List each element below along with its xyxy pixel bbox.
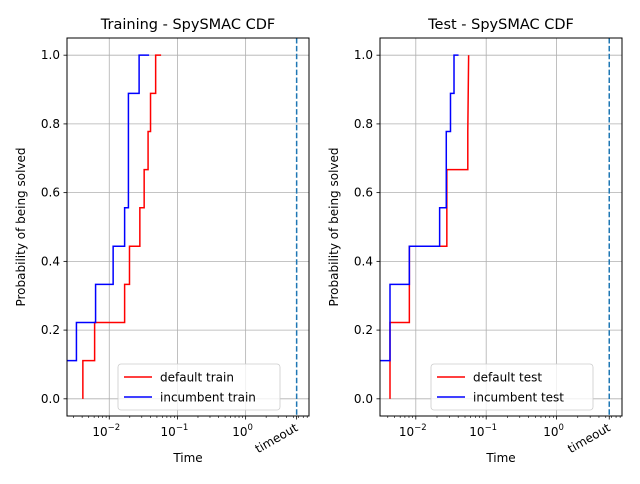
subplot-training: 10−2 10−1 100 timeout0.00.20.40.60.81.0Trai… (14, 17, 310, 465)
legend: default test incumbent test (430, 363, 594, 411)
legend-label: incumbent test (473, 391, 564, 405)
legend-frame (117, 363, 281, 411)
x-tick-label-exponent: −2 (414, 423, 427, 433)
x-tick-label-exponent: 0 (559, 423, 564, 433)
x-tick-label: 10−2 (399, 423, 427, 439)
plot-frame (66, 37, 310, 417)
legend: default train incumbent train (117, 363, 281, 411)
x-tick-label-exponent: 0 (248, 423, 253, 433)
y-tick-label: 0.8 (354, 117, 373, 131)
x-tick-label: 10−1 (161, 423, 189, 439)
x-tick-label-exponent: −2 (108, 423, 121, 433)
timeout-tick-label: timeout (565, 420, 613, 456)
chart-title: Training - SpySMAC CDF (100, 17, 275, 33)
legend-frame (430, 363, 594, 411)
x-tick-label-base: 10 (161, 425, 176, 439)
x-tick-label-base: 10 (543, 425, 558, 439)
legend-label: default train (160, 371, 234, 385)
y-axis-label: Probability of being solved (14, 147, 28, 306)
y-tick-label: 1.0 (354, 48, 373, 62)
y-tick-label: 0.4 (354, 254, 373, 268)
y-tick-label: 0.8 (41, 117, 60, 131)
x-tick-label-base: 10 (469, 425, 484, 439)
y-tick-label: 0.6 (41, 186, 60, 200)
y-tick-label: 0.0 (41, 392, 60, 406)
y-axis-label: Probability of being solved (327, 147, 341, 306)
chart-title: Test - SpySMAC CDF (427, 17, 574, 33)
x-axis-label: Time (485, 451, 515, 465)
series-line-default-test (389, 55, 470, 399)
x-tick-label-exponent: −1 (176, 423, 189, 433)
timeout-tick-label: timeout (253, 420, 301, 456)
subplot-test: 10−2 10−1 100 timeout0.00.20.40.60.81.0Test… (327, 17, 623, 465)
x-tick-label: 100 (543, 423, 564, 439)
x-tick-label: 10−1 (469, 423, 497, 439)
y-tick-label: 0.2 (354, 323, 373, 337)
x-tick-label-base: 10 (232, 425, 247, 439)
y-tick-label: 0.2 (41, 323, 60, 337)
x-tick-label: 100 (232, 423, 253, 439)
x-axis-label: Time (172, 451, 202, 465)
y-tick-label: 0.6 (354, 186, 373, 200)
x-tick-label-exponent: −1 (485, 423, 498, 433)
y-tick-label: 0.4 (41, 254, 60, 268)
legend-label: default test (473, 371, 542, 385)
x-tick-label-base: 10 (399, 425, 414, 439)
plot-frame (379, 37, 623, 417)
x-tick-label-base: 10 (92, 425, 107, 439)
legend-label: incumbent train (160, 391, 256, 405)
y-tick-label: 0.0 (354, 392, 373, 406)
series-line-incumbent-test (380, 54, 459, 362)
series-line-incumbent-train (67, 54, 150, 362)
series-line-default-train (82, 54, 162, 399)
y-tick-label: 1.0 (41, 48, 60, 62)
x-tick-label: 10−2 (92, 423, 120, 439)
